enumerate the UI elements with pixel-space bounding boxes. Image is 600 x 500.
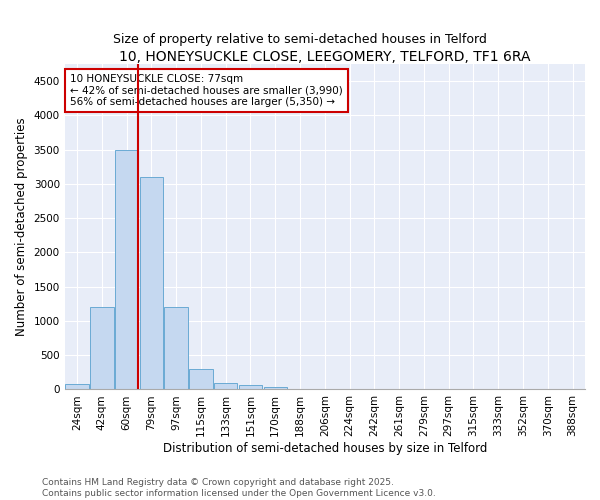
Title: 10, HONEYSUCKLE CLOSE, LEEGOMERY, TELFORD, TF1 6RA: 10, HONEYSUCKLE CLOSE, LEEGOMERY, TELFOR…: [119, 50, 530, 64]
Bar: [115, 150, 139, 390]
Bar: [140, 177, 163, 390]
Text: Size of property relative to semi-detached houses in Telford: Size of property relative to semi-detach…: [113, 32, 487, 46]
Y-axis label: Number of semi-detached properties: Number of semi-detached properties: [15, 118, 28, 336]
Bar: [214, 382, 238, 390]
Bar: [239, 384, 262, 390]
Bar: [164, 307, 188, 390]
Bar: [65, 384, 89, 390]
Bar: [90, 307, 113, 390]
X-axis label: Distribution of semi-detached houses by size in Telford: Distribution of semi-detached houses by …: [163, 442, 487, 455]
Bar: [263, 388, 287, 390]
Text: Contains HM Land Registry data © Crown copyright and database right 2025.
Contai: Contains HM Land Registry data © Crown c…: [42, 478, 436, 498]
Bar: [189, 369, 213, 390]
Text: 10 HONEYSUCKLE CLOSE: 77sqm
← 42% of semi-detached houses are smaller (3,990)
56: 10 HONEYSUCKLE CLOSE: 77sqm ← 42% of sem…: [70, 74, 343, 107]
